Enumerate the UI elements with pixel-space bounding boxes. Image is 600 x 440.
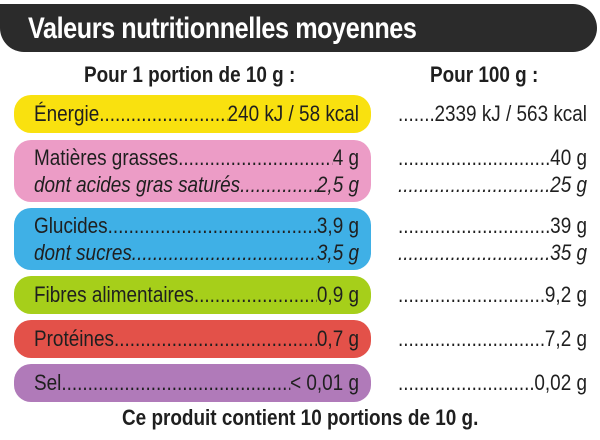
saturated-label: dont acides gras saturés (34, 172, 241, 197)
salt-label: Sel (34, 370, 62, 395)
row-energy-per100: 2339 kJ / 563 kcal (398, 101, 587, 127)
row-fiber-portion: Fibres alimentaires 0,9 g (34, 282, 359, 308)
row-fat-portion: Matières grasses 4 g (34, 145, 359, 171)
energy-label: Énergie (34, 101, 100, 126)
row-salt-per100: 0,02 g (398, 370, 587, 396)
protein-label: Protéines (34, 326, 114, 351)
row-fat-per100: 40 g (398, 145, 587, 171)
row-fiber-per100: 9,2 g (398, 282, 587, 308)
column-header-portion: Pour 1 portion de 10 g : (84, 62, 296, 87)
sugars-portion-value: 3,5 g (316, 240, 359, 265)
column-header-per100: Pour 100 g : (430, 62, 539, 87)
fat-portion-value: 4 g (332, 145, 359, 170)
fiber-per100-value: 9,2 g (544, 282, 587, 307)
salt-per100-value: 0,02 g (534, 370, 587, 395)
row-sugars-portion: dont sucres 3,5 g (34, 240, 359, 266)
table-title: Valeurs nutritionnelles moyennes (28, 12, 417, 45)
carbs-per100-value: 39 g (550, 213, 587, 238)
energy-per100-value: 2339 kJ / 563 kcal (434, 101, 587, 126)
row-salt-portion: Sel < 0,01 g (34, 370, 359, 396)
footer-text: Ce produit contient 10 portions de 10 g. (121, 405, 479, 430)
protein-portion-value: 0,7 g (316, 326, 359, 351)
row-carbs-per100: 39 g (398, 213, 587, 239)
title-bar: Valeurs nutritionnelles moyennes (0, 4, 597, 52)
row-saturated-portion: dont acides gras saturés 2,5 g (34, 172, 359, 198)
protein-per100-value: 7,2 g (544, 326, 587, 351)
carbs-label: Glucides (34, 213, 108, 238)
footer-note: Ce produit contient 10 portions de 10 g. (0, 405, 600, 431)
row-saturated-per100: 25 g (398, 172, 587, 198)
sugars-label: dont sucres (34, 240, 132, 265)
row-sugars-per100: 35 g (398, 240, 587, 266)
salt-portion-value: < 0,01 g (290, 370, 359, 395)
energy-portion-value: 240 kJ / 58 kcal (227, 101, 359, 126)
row-protein-portion: Protéines 0,7 g (34, 326, 359, 352)
row-protein-per100: 7,2 g (398, 326, 587, 352)
row-carbs-portion: Glucides 3,9 g (34, 213, 359, 239)
saturated-per100-value: 25 g (550, 172, 587, 197)
row-energy-portion: Énergie 240 kJ / 58 kcal (34, 101, 359, 127)
carbs-portion-value: 3,9 g (316, 213, 359, 238)
saturated-portion-value: 2,5 g (316, 172, 359, 197)
fat-per100-value: 40 g (550, 145, 587, 170)
fiber-portion-value: 0,9 g (316, 282, 359, 307)
fat-label: Matières grasses (34, 145, 179, 170)
fiber-label: Fibres alimentaires (34, 282, 194, 307)
sugars-per100-value: 35 g (550, 240, 587, 265)
